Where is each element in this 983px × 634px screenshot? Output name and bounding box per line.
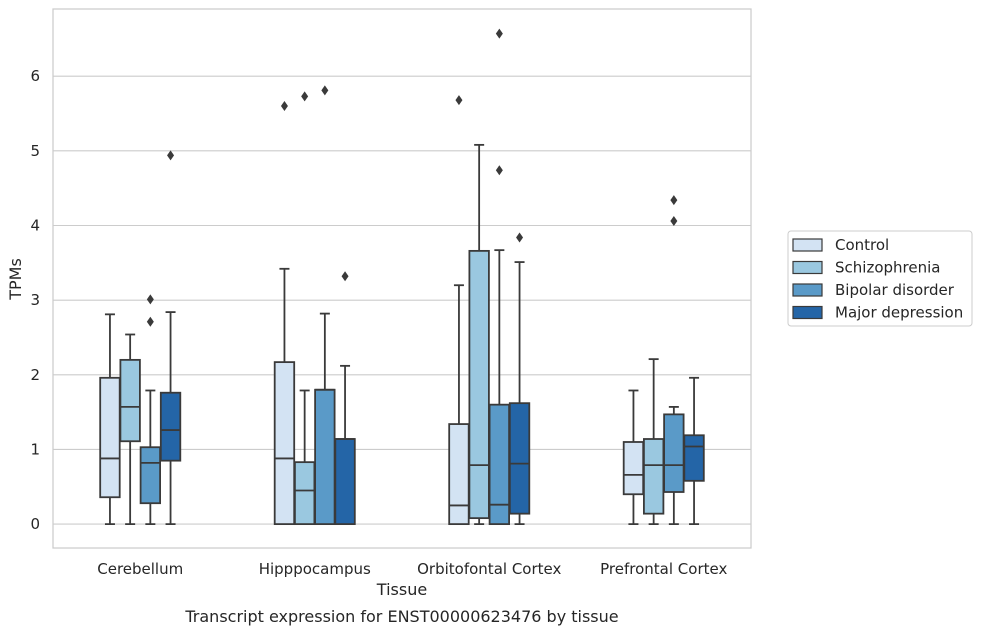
x-tick-labels: Cerebellum Hipppocampus Orbitofontal Corte… bbox=[97, 560, 727, 578]
box-schizophrenia bbox=[119, 333, 141, 526]
legend-swatch bbox=[792, 305, 823, 320]
box-control bbox=[622, 389, 645, 526]
y-tick-label: 3 bbox=[30, 291, 40, 309]
x-tick-label: Orbitofontal Cortex bbox=[417, 560, 561, 578]
y-axis-label: TPMs bbox=[6, 258, 25, 301]
box-bipolar-disorder bbox=[139, 294, 162, 526]
box-bipolar-disorder bbox=[488, 28, 511, 526]
box-iqr bbox=[314, 388, 336, 526]
outlier-point bbox=[146, 294, 154, 305]
outlier-point bbox=[321, 85, 329, 96]
legend-label: Bipolar disorder bbox=[835, 281, 955, 299]
outlier-point bbox=[495, 28, 503, 39]
legend-frame bbox=[787, 230, 973, 327]
y-tick-label: 5 bbox=[30, 142, 40, 160]
box-bipolar-disorder bbox=[314, 85, 336, 526]
box-control bbox=[273, 101, 296, 526]
outlier-point bbox=[670, 216, 678, 227]
box-control bbox=[99, 313, 121, 526]
outlier-point bbox=[280, 101, 288, 112]
y-tick-label: 2 bbox=[30, 366, 40, 384]
box-iqr bbox=[643, 438, 665, 515]
box-iqr bbox=[139, 446, 162, 505]
legend-swatch bbox=[792, 283, 823, 297]
outlier-point bbox=[495, 165, 503, 176]
y-tick-label: 6 bbox=[30, 67, 40, 85]
box-iqr bbox=[468, 249, 490, 520]
box-major-depression bbox=[159, 150, 182, 526]
box-iqr bbox=[508, 402, 531, 515]
outlier-point bbox=[516, 232, 524, 243]
box-iqr bbox=[293, 461, 316, 526]
legend-label: Control bbox=[835, 236, 889, 254]
legend-swatch bbox=[792, 260, 823, 275]
box-control bbox=[448, 95, 470, 526]
box-iqr bbox=[99, 376, 121, 499]
y-tick-label: 1 bbox=[30, 440, 40, 458]
box-major-depression bbox=[683, 376, 705, 526]
x-axis-label: Tissue bbox=[376, 580, 427, 599]
y-tick-labels: 0 1 2 3 4 5 6 bbox=[30, 67, 40, 533]
x-tick-label: Hipppocampus bbox=[259, 560, 371, 578]
legend: Control Schizophrenia Bipolar disorder Majo… bbox=[787, 230, 973, 327]
outlier-point bbox=[146, 316, 154, 327]
box-schizophrenia bbox=[468, 143, 490, 526]
legend-label: Schizophrenia bbox=[835, 259, 940, 277]
outlier-point bbox=[455, 95, 463, 106]
plot-frame bbox=[52, 8, 752, 549]
x-tick-label: Prefrontal Cortex bbox=[600, 560, 727, 578]
y-tick-label: 4 bbox=[30, 216, 40, 234]
chart-caption: Transcript expression for ENST0000062347… bbox=[184, 607, 618, 626]
outlier-point bbox=[341, 271, 349, 282]
legend-swatch bbox=[792, 238, 823, 252]
y-tick-label: 0 bbox=[30, 515, 40, 533]
legend-label: Major depression bbox=[835, 304, 963, 322]
box-iqr bbox=[683, 434, 705, 482]
box-iqr bbox=[334, 438, 356, 526]
outlier-point bbox=[167, 150, 175, 161]
box-iqr bbox=[448, 423, 470, 526]
box-iqr bbox=[119, 358, 141, 443]
box-major-depression bbox=[508, 232, 531, 526]
outlier-point bbox=[670, 195, 678, 206]
box-iqr bbox=[159, 391, 182, 462]
box-iqr bbox=[273, 361, 296, 526]
outlier-point bbox=[301, 91, 309, 102]
x-tick-label: Cerebellum bbox=[97, 560, 183, 578]
box-iqr bbox=[488, 403, 511, 526]
box-iqr bbox=[663, 413, 685, 493]
box-major-depression bbox=[334, 271, 356, 526]
box-iqr bbox=[622, 441, 645, 496]
box-schizophrenia bbox=[643, 358, 665, 526]
boxes-group bbox=[99, 28, 705, 526]
